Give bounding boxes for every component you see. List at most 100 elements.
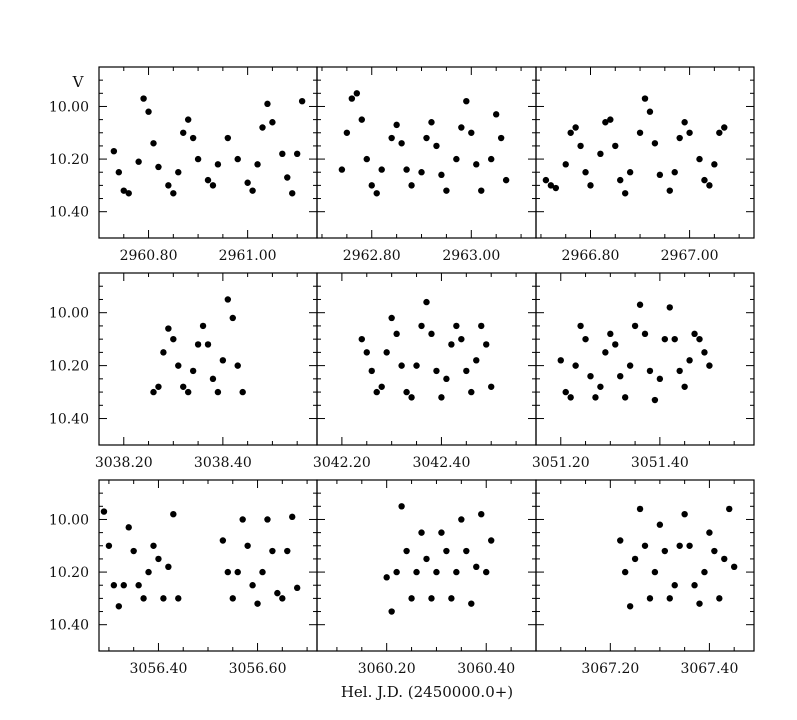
data-point <box>567 129 574 136</box>
data-point <box>651 140 659 147</box>
panel-frame <box>535 66 755 239</box>
data-point <box>219 537 227 544</box>
data-point <box>155 555 162 563</box>
data-point <box>293 150 301 158</box>
data-point <box>577 322 584 330</box>
data-point <box>473 563 480 571</box>
data-point <box>557 357 564 364</box>
data-point <box>448 595 455 602</box>
data-point <box>170 511 177 518</box>
data-point <box>408 182 415 189</box>
data-point <box>249 187 256 194</box>
x-tick-label: 2967.00 <box>661 248 719 264</box>
data-point <box>428 595 435 602</box>
x-tick-label: 2960.80 <box>120 248 178 264</box>
data-point <box>730 563 738 571</box>
x-tick-label: 3038.20 <box>95 455 153 471</box>
panel-r3-c2: 3060.20 3060.40 <box>316 479 537 677</box>
data-point <box>701 176 708 184</box>
panel-frame <box>535 479 755 652</box>
data-point <box>413 362 420 369</box>
data-point <box>681 119 688 126</box>
data-point <box>681 511 688 518</box>
data-point <box>582 169 589 176</box>
data-point <box>656 521 664 528</box>
data-point <box>433 142 440 150</box>
data-point <box>338 166 346 173</box>
data-point <box>706 182 713 189</box>
data-point <box>100 508 108 515</box>
data-point <box>497 134 505 142</box>
data-point <box>458 516 465 523</box>
data-point <box>612 341 619 348</box>
data-point <box>343 129 351 136</box>
data-point <box>378 166 385 173</box>
data-point <box>428 330 435 338</box>
y-tick-label: 10.00 <box>49 512 89 528</box>
data-point <box>468 388 475 396</box>
data-point <box>716 129 723 136</box>
data-point <box>666 187 673 194</box>
x-tick-label: 2962.80 <box>343 248 401 264</box>
data-point <box>135 582 142 589</box>
panel-r3-c3: 3067.20 3067.40 <box>535 479 755 677</box>
data-point <box>239 516 246 523</box>
data-point <box>264 516 271 523</box>
data-point <box>170 190 177 197</box>
data-point <box>408 394 415 401</box>
data-point <box>641 95 649 102</box>
data-point <box>363 155 370 163</box>
data-point <box>626 603 634 610</box>
data-point <box>145 108 152 115</box>
data-point <box>726 505 733 513</box>
data-point <box>696 600 703 607</box>
data-point <box>184 116 192 123</box>
data-point <box>617 537 624 544</box>
data-point <box>180 129 187 136</box>
x-tick-label: 3060.40 <box>457 661 515 677</box>
data-point <box>478 322 485 330</box>
data-point <box>219 357 227 364</box>
data-point <box>626 362 634 369</box>
data-point <box>160 595 167 602</box>
data-point <box>617 176 624 184</box>
x-axis-label: Hel. J.D. (2450000.0+) <box>341 683 513 701</box>
data-point <box>209 375 217 383</box>
y-tick-label: 10.20 <box>49 152 89 168</box>
data-point <box>552 184 560 192</box>
data-point <box>711 161 718 168</box>
data-point <box>150 388 157 396</box>
data-point <box>413 568 420 576</box>
data-point <box>572 362 579 369</box>
data-point <box>289 190 296 197</box>
data-point <box>661 335 669 343</box>
data-point <box>651 568 659 576</box>
data-point <box>458 335 465 343</box>
data-point <box>602 119 609 126</box>
data-point <box>621 394 629 401</box>
data-point <box>175 595 182 602</box>
data-point <box>418 529 425 536</box>
y-tick-label: 10.00 <box>49 99 89 115</box>
data-point <box>686 542 693 549</box>
data-point <box>646 108 654 115</box>
data-point <box>602 349 609 356</box>
data-point <box>706 529 713 536</box>
data-point <box>443 375 450 383</box>
y-tick-label: 10.40 <box>49 618 89 634</box>
data-point <box>150 140 157 147</box>
data-point <box>165 563 172 571</box>
data-point <box>448 341 455 348</box>
data-point <box>189 134 197 142</box>
data-point <box>145 568 152 576</box>
data-point <box>607 330 614 338</box>
data-point <box>259 124 266 131</box>
data-point <box>631 322 639 330</box>
data-point <box>587 373 594 380</box>
data-point <box>597 383 604 390</box>
data-point <box>686 357 693 364</box>
data-point <box>170 335 177 343</box>
data-point <box>204 341 212 348</box>
data-point <box>293 584 301 592</box>
data-point <box>224 134 232 142</box>
